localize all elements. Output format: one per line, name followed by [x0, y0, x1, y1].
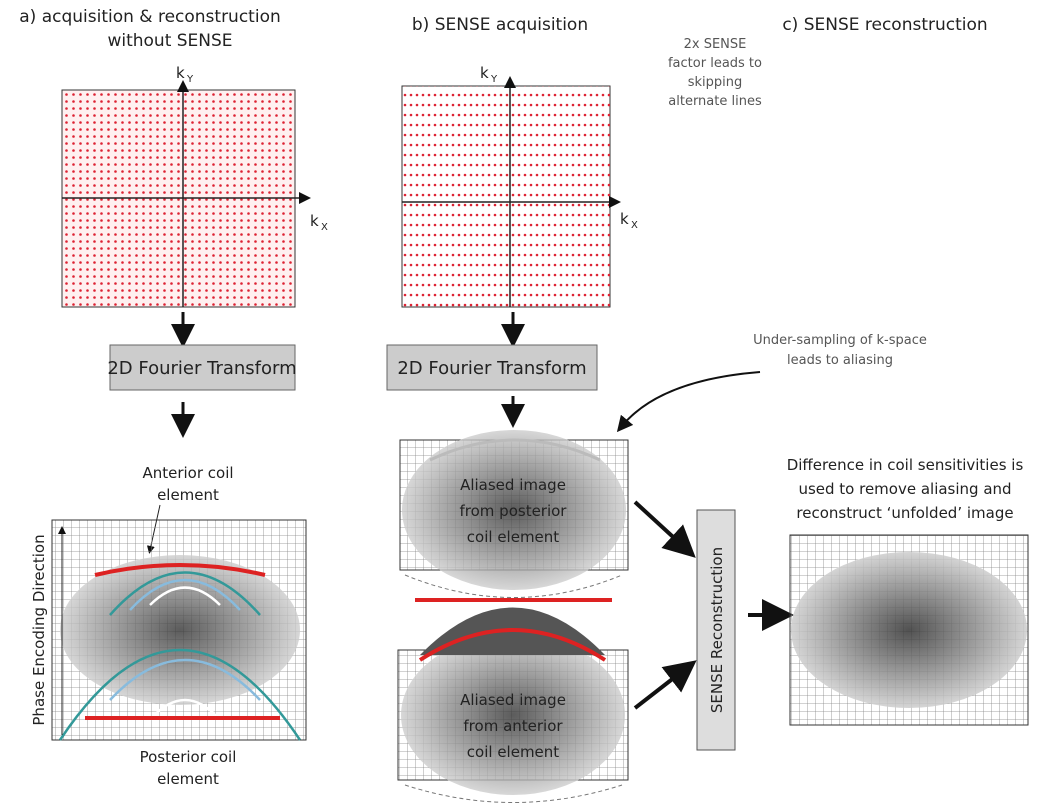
caption: coil element	[467, 743, 559, 761]
title: without SENSE	[107, 31, 232, 51]
caption: coil element	[467, 528, 559, 546]
page: a) acquisition & reconstruction without …	[0, 0, 1052, 811]
title: c) SENSE reconstruction	[782, 15, 987, 35]
annotation: leads to aliasing	[787, 353, 893, 368]
note: skipping	[688, 75, 743, 90]
transform: 2D Fourier Transform	[397, 358, 586, 379]
panel-c: c) SENSE reconstruction Difference in co…	[748, 15, 1028, 725]
note: 2x SENSE	[684, 37, 747, 52]
kx: k	[620, 210, 629, 228]
note: alternate lines	[668, 94, 762, 109]
ky: k	[480, 64, 489, 82]
caption: Aliased image	[460, 691, 566, 709]
label: element	[157, 770, 219, 788]
caption: Difference in coil sensitivities is	[787, 456, 1024, 474]
note: factor leads to	[668, 56, 762, 71]
kx-sub: X	[631, 220, 638, 231]
caption: reconstruct ‘unfolded’ image	[796, 504, 1013, 522]
aliased-object	[401, 635, 625, 795]
kx-sub: X	[321, 222, 328, 233]
annotation: Under-sampling of k-space	[753, 333, 927, 348]
panel-a: a) acquisition & reconstruction without …	[19, 7, 328, 788]
diagram: a) acquisition & reconstruction without …	[0, 0, 1052, 811]
label: Anterior coil	[142, 464, 233, 482]
phase-axis: Phase Encoding Direction	[30, 534, 48, 725]
object	[60, 555, 300, 705]
title: b) SENSE acquisition	[412, 15, 588, 35]
kx: k	[310, 212, 319, 230]
curved-arrow	[622, 372, 760, 426]
ky-sub: Y	[186, 74, 194, 85]
caption: Aliased image	[460, 476, 566, 494]
samples	[402, 86, 610, 307]
ky: k	[176, 64, 185, 82]
caption: from posterior	[460, 502, 568, 520]
arrow	[635, 670, 684, 708]
unfolded-object	[791, 552, 1027, 708]
transform: 2D Fourier Transform	[107, 358, 296, 379]
label: element	[157, 486, 219, 504]
reconstruction: SENSE Reconstruction	[708, 547, 726, 713]
ky-sub: Y	[490, 74, 498, 85]
caption: from anterior	[463, 717, 563, 735]
label: Posterior coil	[140, 748, 237, 766]
arrow	[635, 502, 684, 547]
caption: used to remove aliasing and	[798, 480, 1011, 498]
title: a) acquisition & reconstruction	[19, 7, 281, 27]
